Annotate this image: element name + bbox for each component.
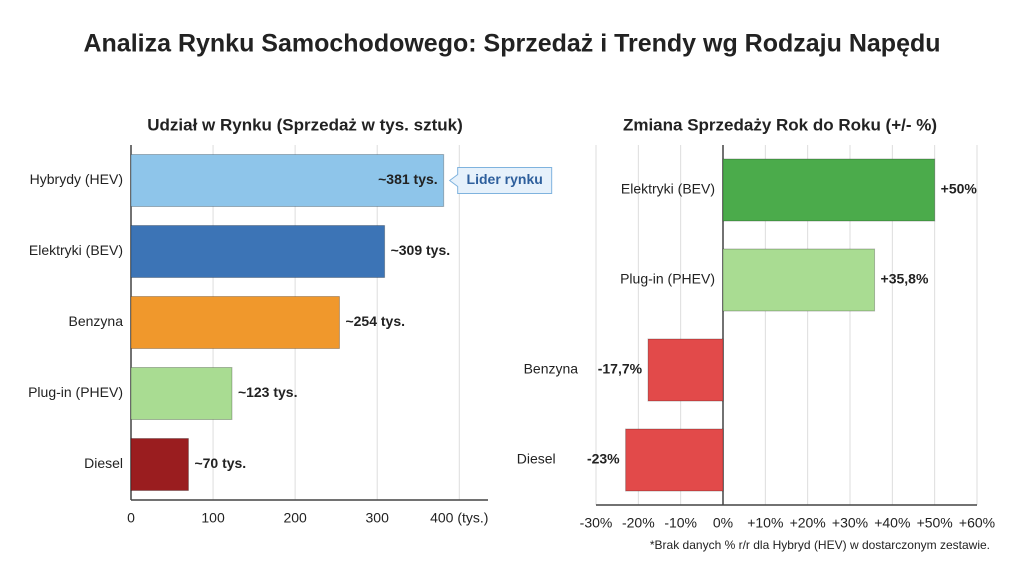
category-label: Plug-in (PHEV) [620,271,715,287]
bar [722,158,936,222]
bar [722,248,876,312]
x-tick-label: 300 [366,510,390,526]
x-tick-label: -20% [622,515,655,531]
value-label: ~309 tys. [391,242,451,258]
category-label: Elektryki (BEV) [29,242,123,258]
x-tick-label: +50% [917,515,953,531]
x-tick-label: 400 (tys.) [430,510,488,526]
category-label: Benzyna [524,361,579,377]
bar [625,428,724,492]
bar [130,154,445,207]
value-label: ~123 tys. [238,384,298,400]
x-tick-label: 100 [201,510,225,526]
category-label: Plug-in (PHEV) [28,384,123,400]
category-label: Diesel [517,451,556,467]
x-tick-label: +20% [790,515,826,531]
x-tick-label: -30% [580,515,613,531]
x-tick-label: +10% [747,515,783,531]
chart-title: Udział w Rynku (Sprzedaż w tys. sztuk) [147,115,463,134]
chart-title: Zmiana Sprzedaży Rok do Roku (+/- %) [623,115,937,134]
x-tick-label: 200 [283,510,307,526]
footnote: *Brak danych % r/r dla Hybryd (HEV) w do… [650,538,990,552]
category-label: Diesel [84,455,123,471]
x-tick-label: -10% [664,515,697,531]
bar [130,225,386,278]
bar [130,438,189,491]
x-tick-label: +40% [874,515,910,531]
value-label: -17,7% [598,361,643,377]
callout [448,167,553,194]
value-label: +50% [941,181,978,197]
bar [647,338,724,402]
bar [130,367,233,420]
category-label: Elektryki (BEV) [621,181,715,197]
value-label: ~70 tys. [194,455,246,471]
category-label: Hybrydy (HEV) [30,171,123,187]
value-label: ~381 tys. [378,171,438,187]
page-title: Analiza Rynku Samochodowego: Sprzedaż i … [83,30,940,58]
x-tick-label: 0% [713,515,733,531]
category-label: Benzyna [69,313,124,329]
value-label: +35,8% [881,271,929,287]
bar [130,296,340,349]
value-label: -23% [587,451,620,467]
x-tick-label: +60% [959,515,995,531]
x-tick-label: +30% [832,515,868,531]
value-label: ~254 tys. [345,313,405,329]
annotation: Lider rynku [467,171,543,187]
x-tick-label: 0 [127,510,135,526]
